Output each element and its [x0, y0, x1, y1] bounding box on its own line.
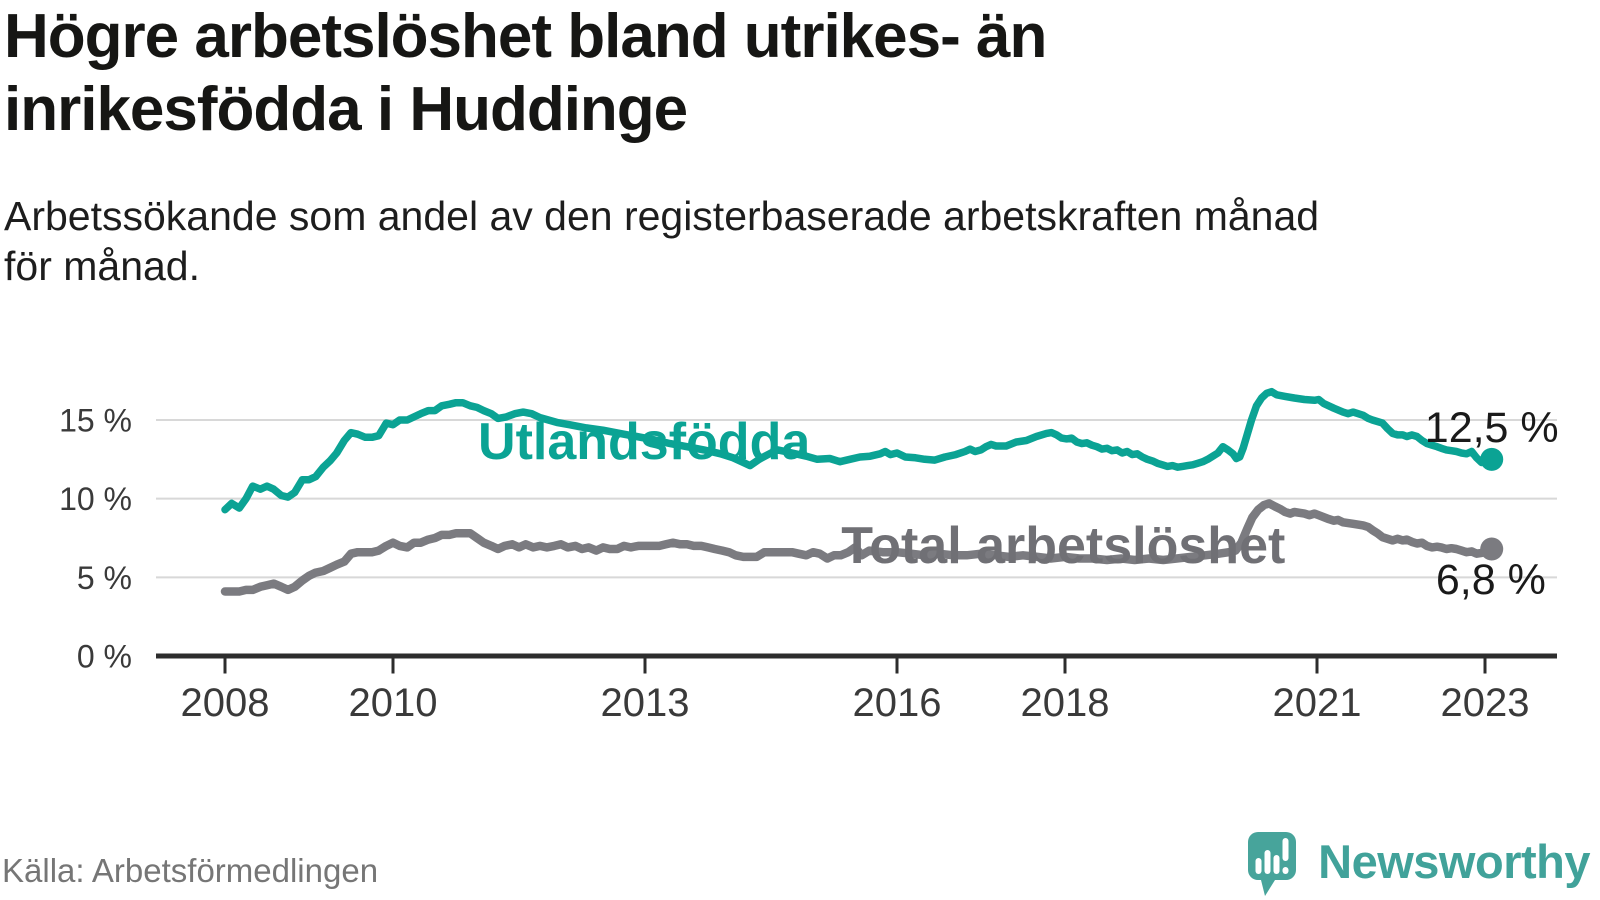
x-tick-label-2008: 2008 [181, 681, 270, 725]
y-tick-label-15: 15 % [59, 403, 132, 439]
x-tick-label-2023: 2023 [1441, 681, 1530, 725]
newsworthy-wordmark: Newsworthy [1318, 835, 1590, 888]
chart-title: Högre arbetslöshet bland utrikes- än inr… [4, 0, 1047, 146]
series-label-utlandsfodda: Utlandsfödda [478, 413, 811, 471]
chart-subtitle-line-1: Arbetssökande som andel av den registerb… [4, 193, 1320, 239]
chart-subtitle-line-2: för månad. [4, 243, 200, 289]
logo-bar-tall [1264, 850, 1271, 874]
x-tick-label-2013: 2013 [601, 681, 690, 725]
logo-bar-medium [1273, 855, 1280, 874]
newsworthy-logo: Newsworthy [1248, 832, 1590, 898]
chart-title-line-2: inrikesfödda i Huddinge [4, 75, 688, 144]
x-tick-label-2018: 2018 [1021, 681, 1110, 725]
series-label-total-arbetsloshet: Total arbetslöshet [841, 517, 1285, 575]
x-tick-label-2016: 2016 [853, 681, 942, 725]
end-value-label-utlandsfodda: 12,5 % [1425, 404, 1559, 452]
series-end-dot-utlandsfodda [1480, 447, 1504, 471]
logo-exclamation-bar [1282, 838, 1289, 861]
y-tick-label-0: 0 % [77, 639, 132, 675]
chart-subtitle: Arbetssökande som andel av den registerb… [4, 191, 1319, 291]
x-tick-label-2010: 2010 [349, 681, 438, 725]
y-tick-label-5: 5 % [77, 560, 132, 596]
logo-exclamation-dot [1282, 867, 1289, 874]
x-tick-label-2021: 2021 [1273, 681, 1362, 725]
source-note: Källa: Arbetsförmedlingen [2, 852, 379, 889]
y-tick-label-10: 10 % [59, 481, 132, 517]
newsworthy-logo-icon [1248, 832, 1297, 896]
series-line-utlandsfodda [221, 387, 1496, 514]
series-line-total-arbetsloshet [220, 499, 1496, 596]
series-end-dot-total-arbetsloshet [1480, 537, 1504, 561]
logo-bar-short [1255, 858, 1262, 874]
end-value-label-total-arbetsloshet: 6,8 % [1436, 556, 1546, 604]
chart-title-line-1: Högre arbetslöshet bland utrikes- än [4, 2, 1047, 71]
